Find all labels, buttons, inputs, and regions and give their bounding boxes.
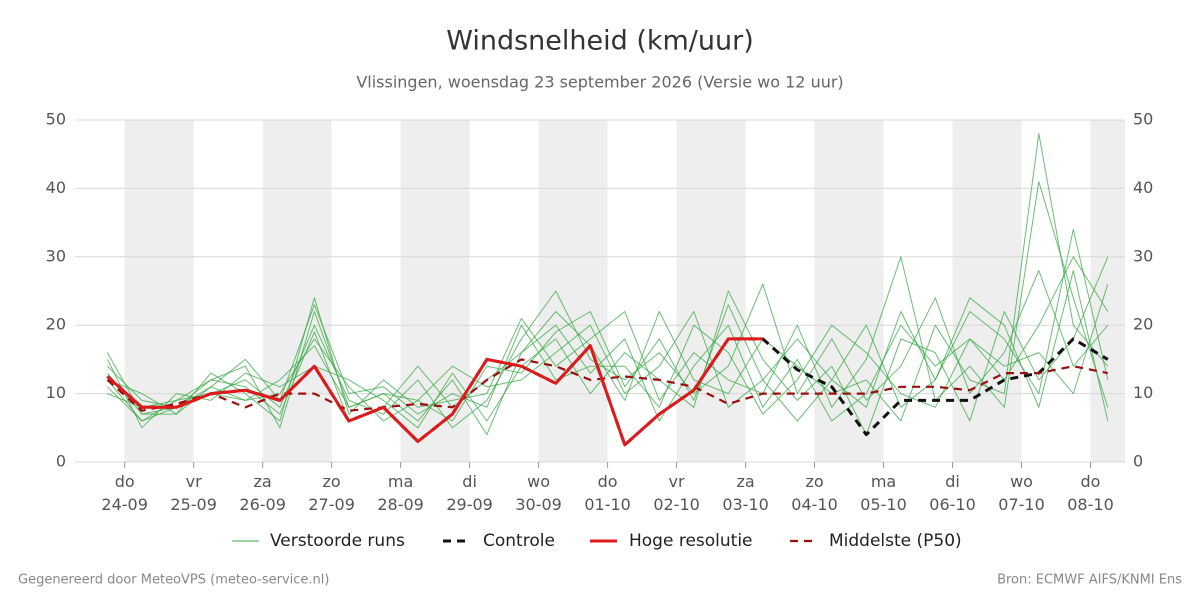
- legend-label: Hoge resolutie: [629, 531, 753, 551]
- day-band: [952, 120, 1022, 462]
- y-tick-label: 10: [46, 383, 66, 402]
- series-line: [106, 337, 763, 447]
- x-tick-label: do 24-09: [101, 472, 148, 514]
- x-tick-label: do 08-10: [1067, 472, 1114, 514]
- y2-tick-label: 50: [1133, 110, 1153, 129]
- y-tick-label: 50: [46, 110, 66, 129]
- ensemble-line: [107, 284, 1109, 415]
- footer-left: Gegenereerd door MeteoVPS (meteo-service…: [18, 573, 329, 588]
- legend-label: Verstoorde runs: [270, 531, 405, 551]
- x-tick-label: vr 25-09: [170, 472, 217, 514]
- y-tick-label: 30: [46, 246, 66, 265]
- ensemble-line: [107, 181, 1109, 422]
- x-tick-label: zo 27-09: [308, 472, 355, 514]
- chart-title: Windsnelheid (km/uur): [446, 26, 754, 57]
- x-tick-label: di 06-10: [929, 472, 976, 514]
- series-line: [106, 358, 1109, 412]
- x-tick-label: za 26-09: [239, 472, 286, 514]
- day-band: [1090, 120, 1125, 462]
- y2-tick-label: 30: [1133, 246, 1153, 265]
- x-tick-label: zo 04-10: [791, 472, 838, 514]
- y-tick-label: 0: [56, 452, 66, 471]
- legend-label: Middelste (P50): [829, 531, 962, 551]
- x-tick-label: wo 30-09: [515, 472, 562, 514]
- day-band: [538, 120, 608, 462]
- day-band: [262, 120, 332, 462]
- y-tick-label: 20: [46, 315, 66, 334]
- ensemble-line: [107, 133, 1109, 422]
- ensemble-line: [107, 270, 1109, 422]
- y-tick-label: 40: [46, 178, 66, 197]
- x-tick-label: wo 07-10: [998, 472, 1045, 514]
- day-band: [814, 120, 884, 462]
- x-tick-label: do 01-10: [584, 472, 631, 514]
- y2-tick-label: 0: [1133, 452, 1143, 471]
- legend-label: Controle: [483, 531, 555, 551]
- y2-tick-label: 40: [1133, 178, 1153, 197]
- x-tick-label: ma 28-09: [377, 472, 424, 514]
- chart-subtitle: Vlissingen, woensdag 23 september 2026 (…: [356, 73, 843, 92]
- x-tick-label: za 03-10: [722, 472, 769, 514]
- footer-right: Bron: ECMWF AIFS/KNMI Ens: [997, 573, 1182, 588]
- y2-tick-label: 10: [1133, 383, 1153, 402]
- y2-tick-label: 20: [1133, 315, 1153, 334]
- ensemble-line: [106, 256, 1109, 436]
- x-tick-label: ma 05-10: [860, 472, 907, 514]
- x-tick-label: di 29-09: [446, 472, 493, 514]
- x-tick-label: vr 02-10: [653, 472, 700, 514]
- day-band: [676, 120, 746, 462]
- ensemble-line: [107, 270, 1109, 429]
